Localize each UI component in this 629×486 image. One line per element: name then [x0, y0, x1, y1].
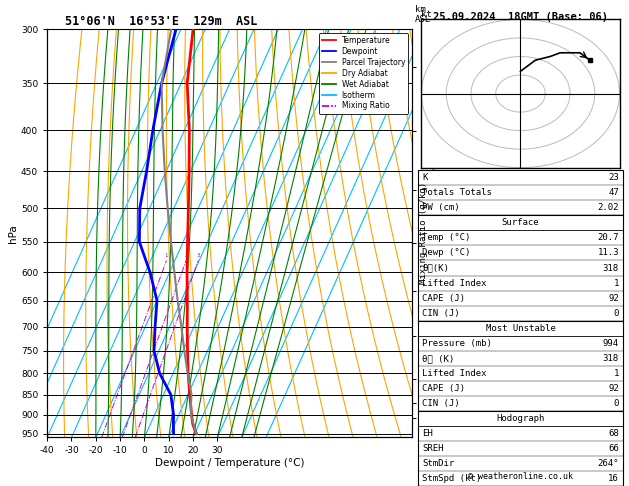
Legend: Temperature, Dewpoint, Parcel Trajectory, Dry Adiabat, Wet Adiabat, Isotherm, Mi: Temperature, Dewpoint, Parcel Trajectory… — [319, 33, 408, 114]
Y-axis label: hPa: hPa — [8, 224, 18, 243]
Text: Most Unstable: Most Unstable — [486, 324, 555, 333]
Text: θᴄ(K): θᴄ(K) — [422, 263, 449, 273]
Text: Hodograph: Hodograph — [496, 414, 545, 423]
Text: StmDir: StmDir — [422, 459, 454, 469]
Text: 1: 1 — [613, 369, 619, 378]
Text: 66: 66 — [608, 444, 619, 453]
Text: Temp (°C): Temp (°C) — [422, 233, 470, 243]
Text: θᴄ (K): θᴄ (K) — [422, 354, 454, 363]
Text: kt: kt — [421, 10, 432, 18]
Text: StmSpd (kt): StmSpd (kt) — [422, 474, 481, 484]
Text: 68: 68 — [608, 429, 619, 438]
Text: Lifted Index: Lifted Index — [422, 278, 487, 288]
Text: 0: 0 — [613, 399, 619, 408]
Text: 3: 3 — [196, 254, 200, 259]
Text: 318: 318 — [603, 354, 619, 363]
X-axis label: Dewpoint / Temperature (°C): Dewpoint / Temperature (°C) — [155, 458, 304, 468]
Text: K: K — [422, 173, 428, 182]
Text: 51°06'N  16°53'E  129m  ASL: 51°06'N 16°53'E 129m ASL — [65, 15, 258, 28]
Text: 264°: 264° — [598, 459, 619, 469]
Text: EH: EH — [422, 429, 433, 438]
Text: Dewp (°C): Dewp (°C) — [422, 248, 470, 258]
Text: 92: 92 — [608, 294, 619, 303]
Text: CAPE (J): CAPE (J) — [422, 294, 465, 303]
Text: km
ASL: km ASL — [415, 5, 431, 24]
Text: 25.09.2024  18GMT (Base: 06): 25.09.2024 18GMT (Base: 06) — [433, 12, 608, 22]
Text: 2: 2 — [184, 254, 188, 259]
Text: 47: 47 — [608, 188, 619, 197]
Text: Totals Totals: Totals Totals — [422, 188, 492, 197]
Text: 92: 92 — [608, 384, 619, 393]
Text: 0: 0 — [613, 309, 619, 318]
Text: © weatheronline.co.uk: © weatheronline.co.uk — [468, 472, 573, 481]
Text: 11.3: 11.3 — [598, 248, 619, 258]
Text: PW (cm): PW (cm) — [422, 203, 460, 212]
Text: 16: 16 — [608, 474, 619, 484]
Text: 1: 1 — [613, 278, 619, 288]
Text: Surface: Surface — [502, 218, 539, 227]
Text: 23: 23 — [608, 173, 619, 182]
Text: 20.7: 20.7 — [598, 233, 619, 243]
Text: 1: 1 — [165, 254, 168, 259]
Text: Lifted Index: Lifted Index — [422, 369, 487, 378]
Text: 318: 318 — [603, 263, 619, 273]
Text: 2.02: 2.02 — [598, 203, 619, 212]
Text: CIN (J): CIN (J) — [422, 399, 460, 408]
Text: Pressure (mb): Pressure (mb) — [422, 339, 492, 348]
Text: CAPE (J): CAPE (J) — [422, 384, 465, 393]
Text: SREH: SREH — [422, 444, 443, 453]
Text: 994: 994 — [603, 339, 619, 348]
Text: CIN (J): CIN (J) — [422, 309, 460, 318]
Text: Mixing Ratio (g/kg): Mixing Ratio (g/kg) — [419, 182, 428, 284]
